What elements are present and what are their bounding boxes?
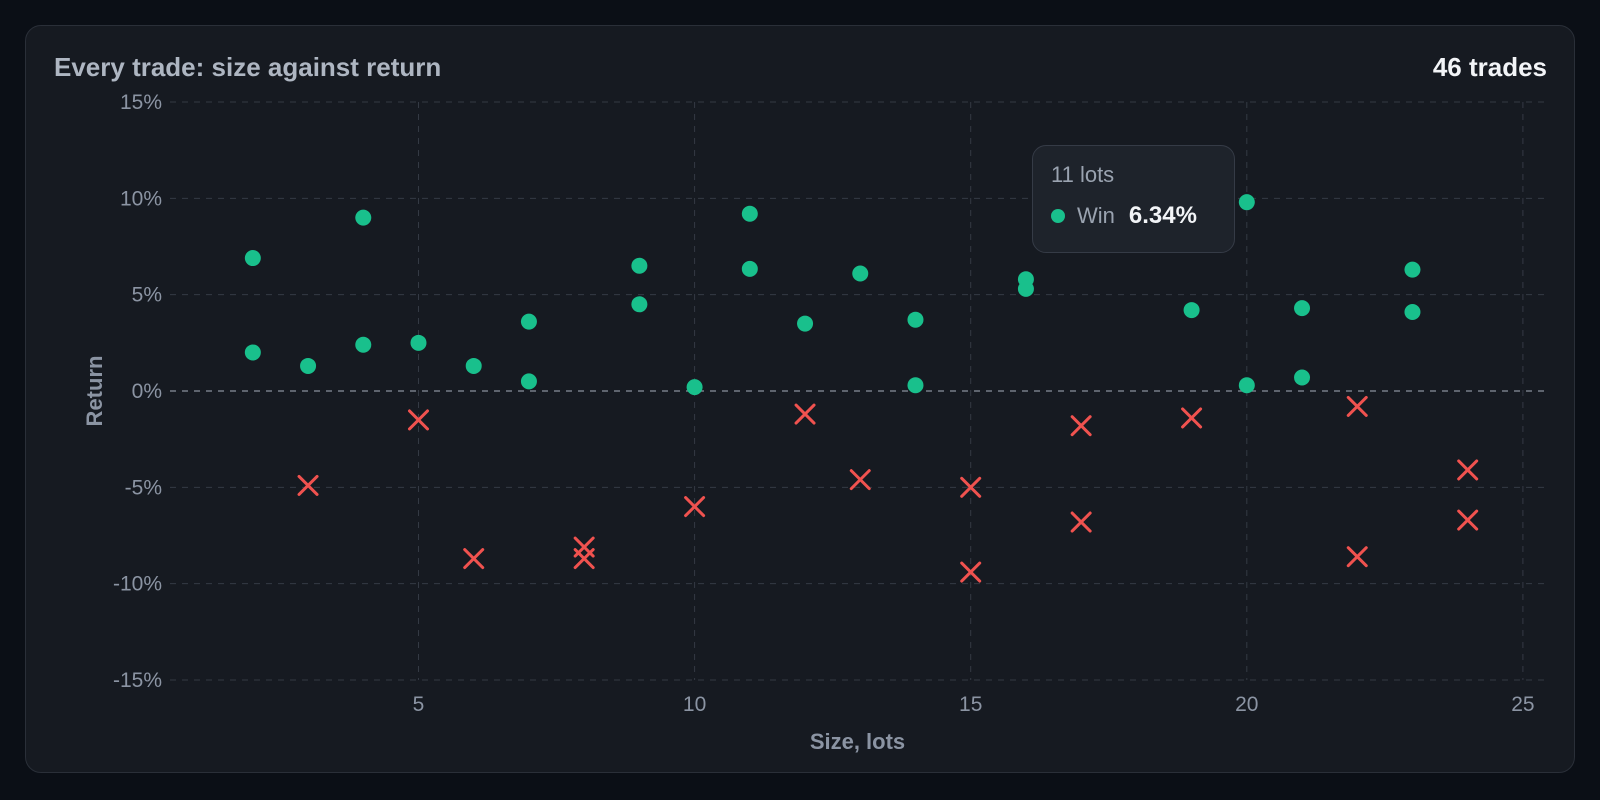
loss-point[interactable] — [407, 409, 429, 431]
chart-title: Every trade: size against return — [54, 52, 442, 82]
loss-point[interactable] — [794, 403, 816, 425]
win-point[interactable] — [907, 311, 924, 328]
win-point[interactable] — [741, 260, 758, 277]
loss-point[interactable] — [960, 561, 982, 583]
x-tick-label: 5 — [413, 693, 425, 716]
y-tick-label: -15% — [113, 669, 162, 692]
chart-card — [25, 25, 1575, 773]
y-tick-label: 15% — [120, 91, 162, 114]
y-tick-label: -10% — [113, 573, 162, 596]
loss-point[interactable] — [1457, 459, 1479, 481]
y-axis-title: Return — [82, 356, 107, 427]
win-point[interactable] — [244, 250, 261, 267]
y-tick-label: 5% — [132, 284, 162, 307]
x-tick-label: 15 — [959, 693, 982, 716]
loss-point[interactable] — [297, 474, 319, 496]
loss-point[interactable] — [1346, 546, 1368, 568]
win-point[interactable] — [907, 377, 924, 394]
loss-point[interactable] — [463, 548, 485, 570]
win-point[interactable] — [1183, 302, 1200, 319]
win-point[interactable] — [1238, 194, 1255, 211]
win-point[interactable] — [1404, 261, 1421, 278]
trade-count: 46 trades — [1432, 52, 1547, 82]
loss-point[interactable] — [1181, 407, 1203, 429]
y-tick-label: -5% — [125, 476, 162, 499]
loss-point[interactable] — [960, 476, 982, 498]
win-point[interactable] — [631, 257, 648, 274]
win-point[interactable] — [355, 336, 372, 353]
win-point[interactable] — [1017, 280, 1034, 297]
tooltip-header: 11 lots — [1051, 162, 1115, 187]
x-tick-label: 20 — [1235, 693, 1258, 716]
loss-point[interactable] — [1070, 415, 1092, 437]
win-point[interactable] — [741, 205, 758, 222]
loss-point[interactable] — [1070, 511, 1092, 533]
win-point[interactable] — [852, 265, 869, 282]
grid-lines — [170, 101, 1545, 681]
tooltip-value: 6.34% — [1128, 202, 1197, 229]
win-point[interactable] — [520, 313, 537, 330]
win-point[interactable] — [1404, 304, 1421, 321]
win-point[interactable] — [355, 209, 372, 226]
tooltip-row: Win 6.34% — [1051, 202, 1216, 230]
x-tick-label: 10 — [683, 693, 706, 716]
loss-point[interactable] — [573, 548, 595, 570]
win-point[interactable] — [465, 357, 482, 374]
tooltip-series-name: Win — [1077, 203, 1115, 228]
win-dot-icon — [1051, 209, 1065, 223]
loss-point[interactable] — [1457, 509, 1479, 531]
win-point[interactable] — [410, 334, 427, 351]
hover-tooltip: 11 lots Win 6.34% — [1032, 145, 1235, 253]
x-tick-label: 25 — [1511, 693, 1534, 716]
win-point[interactable] — [300, 357, 317, 374]
win-point[interactable] — [520, 373, 537, 390]
win-point[interactable] — [1294, 369, 1311, 386]
win-point[interactable] — [686, 379, 703, 396]
win-point[interactable] — [244, 344, 261, 361]
win-point[interactable] — [797, 315, 814, 332]
axis-labels: 15% 10% 5% 0% -5% -10% -15% 5 10 15 20 25 — [113, 91, 1535, 716]
x-axis-title: Size, lots — [810, 729, 905, 754]
loss-point[interactable] — [849, 469, 871, 491]
win-point[interactable] — [1238, 377, 1255, 394]
win-point[interactable] — [1294, 300, 1311, 317]
y-tick-label: 10% — [120, 187, 162, 210]
data-marks — [244, 194, 1479, 583]
loss-point[interactable] — [684, 496, 706, 518]
loss-point[interactable] — [1346, 395, 1368, 417]
win-point[interactable] — [631, 296, 648, 313]
y-tick-label: 0% — [132, 380, 162, 403]
